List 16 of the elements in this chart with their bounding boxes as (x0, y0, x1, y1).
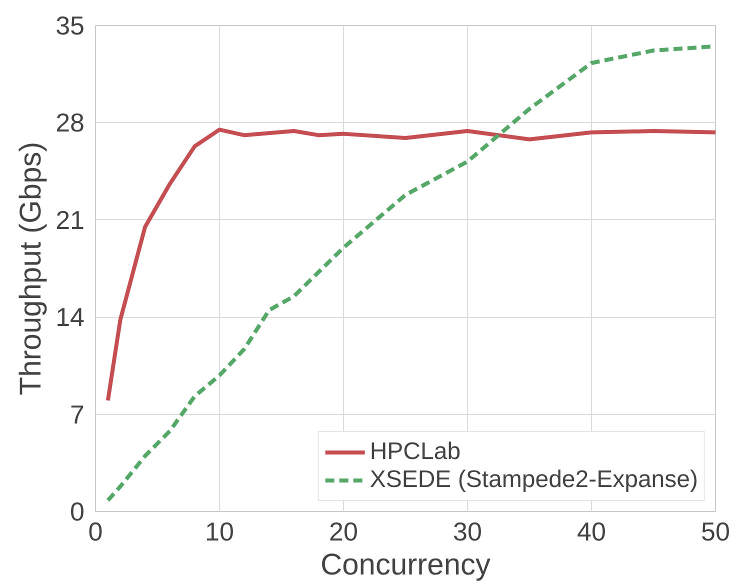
legend-label: XSEDE (Stampede2-Expanse) (370, 466, 698, 494)
y-tick-label: 28 (56, 108, 84, 138)
y-tick-label: 0 (70, 496, 85, 526)
x-tick-label: 10 (205, 516, 234, 546)
y-axis-title: Throughput (Gbps) (14, 142, 48, 396)
x-axis-title: Concurrency (320, 548, 491, 582)
y-tick-label: 35 (56, 10, 84, 40)
x-tick-label: 30 (453, 516, 482, 546)
x-tick-label: 40 (577, 516, 606, 546)
legend-label: HPCLab (370, 438, 461, 466)
y-tick-label: 21 (56, 204, 84, 235)
x-tick-label: 50 (701, 516, 730, 546)
line-series (106, 128, 716, 402)
x-tick-label: 20 (329, 516, 358, 546)
y-tick-label: 7 (70, 399, 85, 430)
y-tick-label: 14 (56, 302, 84, 332)
